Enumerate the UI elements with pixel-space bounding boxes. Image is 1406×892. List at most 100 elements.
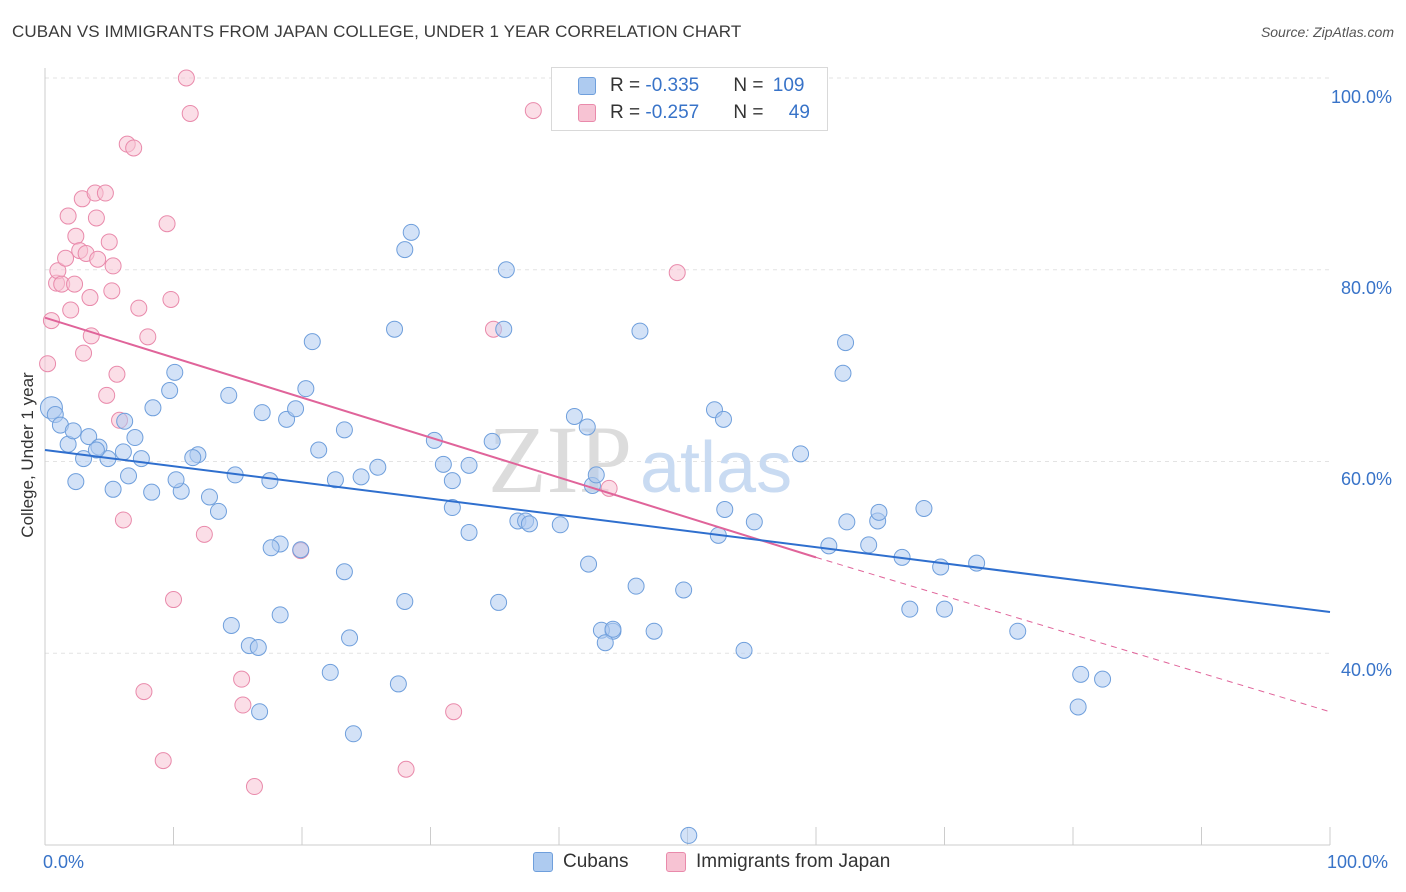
legend-swatch-japan [578,104,596,122]
data-point-japan [139,328,157,346]
watermark-atlas: atlas [640,428,792,508]
data-point-cubans [335,421,353,439]
data-point-cubans [714,410,732,428]
data-point-cubans [495,320,513,338]
legend-n-value: 109 [772,75,805,96]
data-point-japan [87,209,105,227]
data-point-cubans [132,450,150,468]
legend-item-cubans: Cubans [533,851,629,873]
data-point-japan [135,683,153,701]
data-point-cubans [341,629,359,647]
data-point-cubans [143,483,161,501]
source-note: Source: ZipAtlas.com [1260,24,1394,40]
data-point-japan [195,525,213,543]
data-point-cubans [551,516,569,534]
data-point-cubans [161,382,179,400]
legend-row-japan: R = -0.257 N = 49 [578,100,810,126]
gridlines [45,77,1330,654]
data-point-cubans [389,675,407,693]
data-point-japan [66,275,84,293]
data-point-cubans [287,400,305,418]
legend-label-japan: Immigrants from Japan [696,851,891,872]
legend-n-label: N = [733,102,769,123]
y-tick-label: 80.0% [1340,278,1392,298]
legend-row-cubans: R = -0.335 N = 109 [578,73,804,99]
data-point-cubans [1094,670,1112,688]
data-point-cubans [604,620,622,638]
data-point-cubans [1069,698,1087,716]
data-point-cubans [251,703,269,721]
data-point-cubans [297,380,315,398]
data-point-cubans [303,333,321,351]
data-point-cubans [396,241,414,259]
data-point-japan [96,184,114,202]
data-point-japan [82,327,100,345]
trend-lines [44,316,1331,713]
data-point-cubans [497,261,515,279]
y-tick-label: 100.0% [1330,87,1392,107]
legend-n-label: N = [733,75,769,96]
data-point-cubans [352,468,370,486]
data-point-cubans [580,555,598,573]
data-point-cubans [838,513,856,531]
trend-line-japan [44,316,817,559]
watermark-zip: ZIP [488,406,632,513]
data-point-japan [162,290,180,308]
series-legend: Cubans Immigrants from Japan [0,851,1406,877]
chart-title: CUBAN VS IMMIGRANTS FROM JAPAN COLLEGE, … [12,22,742,41]
data-point-japan [234,696,252,714]
data-point-cubans [222,616,240,634]
data-point-cubans [167,471,185,489]
data-point-cubans [402,223,420,241]
legend-r-label: R = [610,102,646,123]
data-point-cubans [792,445,810,463]
data-point-cubans [565,407,583,425]
x-tick-label: 100.0% [1327,852,1389,872]
data-point-cubans [837,334,855,352]
data-point-cubans [262,539,280,557]
data-point-japan [397,760,415,778]
data-point-cubans [292,541,310,559]
data-point-japan [668,264,686,282]
data-point-cubans [310,441,328,459]
data-point-japan [81,289,99,307]
trend-line-japan-dashed [815,556,1331,713]
data-point-japan [177,69,195,87]
data-point-japan [104,257,122,275]
y-tick-label: 40.0% [1340,660,1392,680]
legend-r-label: R = [610,75,646,96]
data-point-japan [57,249,75,267]
data-point-cubans [443,499,461,517]
data-point-japan [154,752,172,770]
data-point-cubans [335,563,353,581]
data-point-cubans [64,422,82,440]
data-point-cubans [126,429,144,447]
data-point-cubans [271,606,289,624]
data-point-japan [98,386,116,404]
data-point-japan [158,215,176,233]
legend-swatch-cubans [533,852,553,872]
data-point-japan [62,301,80,319]
data-point-cubans [104,480,122,498]
data-point-cubans [834,364,852,382]
data-point-cubans [578,418,596,436]
data-point-cubans [460,456,478,474]
data-point-cubans [870,503,888,521]
data-point-cubans [631,322,649,340]
data-point-cubans [1072,665,1090,683]
legend-swatch-japan [666,852,686,872]
data-point-japan [108,365,126,383]
stats-legend: R = -0.335 N = 109 R = -0.257 N = 49 [551,67,828,131]
data-point-japan [75,344,93,362]
data-point-japan [445,703,463,721]
data-point-cubans [344,725,362,743]
legend-n-value: 49 [788,102,810,123]
data-point-japan [130,299,148,317]
data-point-cubans [434,455,452,473]
data-point-cubans [915,499,933,517]
data-point-cubans [166,363,184,381]
data-point-cubans [596,634,614,652]
data-point-cubans [735,641,753,659]
data-point-cubans [520,515,538,533]
